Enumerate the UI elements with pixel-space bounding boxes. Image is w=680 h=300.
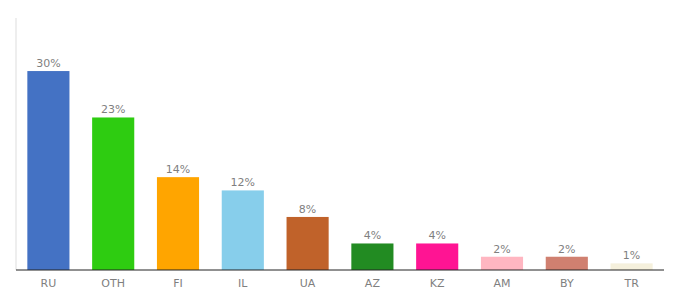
chart: 30% 23% 14% 12% 8% 4% 4% 2% 2% 1% RU OTH FI IL UA AZ KZ A…: [0, 0, 680, 300]
data-label: 2%: [493, 243, 510, 256]
data-label: 14%: [166, 163, 190, 176]
x-tick-label: UA: [300, 277, 316, 290]
chart-container: 30% 23% 14% 12% 8% 4% 4% 2% 2% 1% RU OTH FI IL UA AZ KZ A…: [0, 0, 680, 300]
bar: [222, 190, 264, 270]
data-label: 8%: [299, 203, 316, 216]
x-tick-label: BY: [560, 277, 574, 290]
x-tick-label: TR: [623, 277, 639, 290]
x-tick-label: OTH: [101, 277, 125, 290]
x-tick-label: IL: [238, 277, 248, 290]
x-tick-label: FI: [173, 277, 183, 290]
data-label: 30%: [36, 57, 60, 70]
bar: [481, 257, 523, 270]
x-tick-label: AM: [493, 277, 510, 290]
bar: [351, 243, 393, 270]
x-axis-line: [16, 270, 664, 271]
data-label: 4%: [428, 229, 445, 242]
bar: [92, 117, 134, 270]
x-tick-label: AZ: [365, 277, 381, 290]
bar: [611, 263, 653, 270]
x-tick-label: KZ: [430, 277, 445, 290]
data-label: 4%: [364, 229, 381, 242]
data-label: 23%: [101, 103, 125, 116]
x-tick-label: RU: [41, 277, 57, 290]
data-label: 2%: [558, 243, 575, 256]
bar: [287, 217, 329, 270]
bar: [546, 257, 588, 270]
bar: [416, 243, 458, 270]
data-label: 12%: [231, 176, 255, 189]
bars: [27, 71, 652, 270]
bar: [27, 71, 69, 270]
data-label: 1%: [623, 249, 640, 262]
bar: [157, 177, 199, 270]
y-axis-line: [16, 18, 17, 270]
